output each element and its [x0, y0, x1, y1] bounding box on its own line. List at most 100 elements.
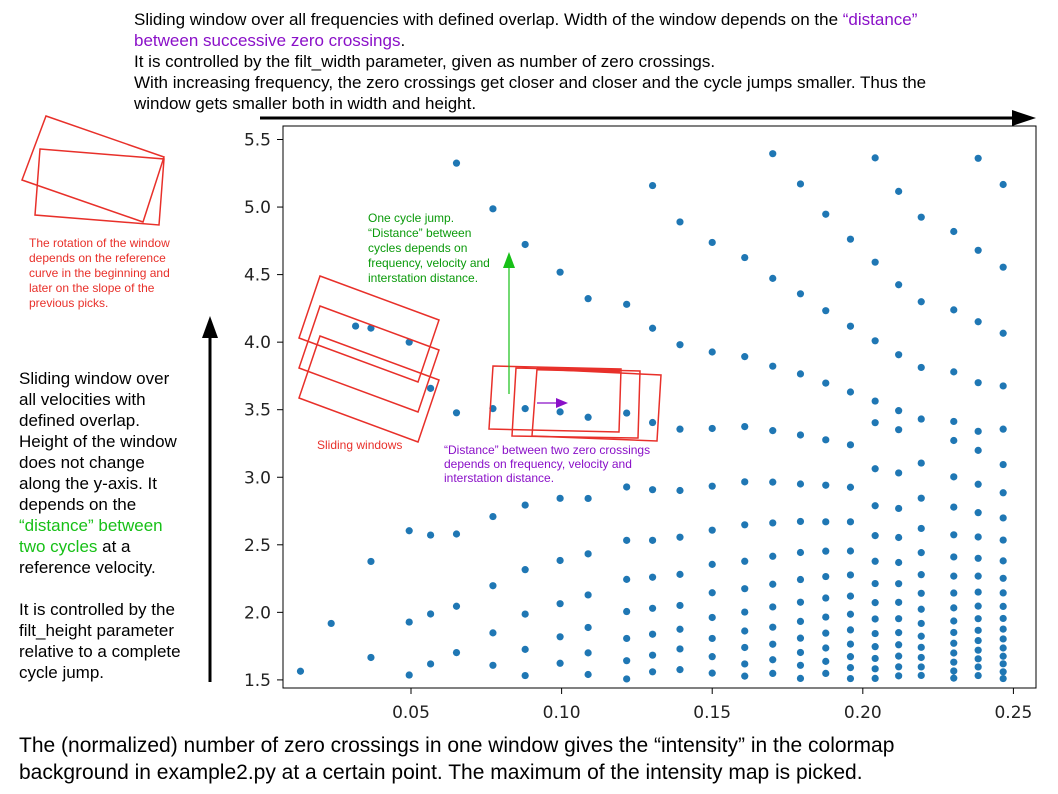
- data-point: [796, 431, 805, 439]
- data-point: [974, 602, 982, 610]
- data-point: [676, 218, 684, 226]
- left-text-line: at a: [97, 537, 131, 556]
- data-point: [871, 665, 879, 673]
- data-point: [917, 571, 925, 579]
- data-point: [796, 180, 805, 188]
- data-point: [708, 653, 716, 661]
- data-point: [741, 253, 749, 262]
- data-point: [327, 619, 335, 628]
- data-point: [846, 441, 855, 449]
- data-point: [623, 607, 631, 616]
- data-point: [822, 307, 830, 315]
- data-point: [871, 654, 879, 663]
- left-text-two-cycles-highlight: two cycles: [19, 537, 98, 556]
- sliding-windows-label: Sliding windows: [317, 438, 403, 452]
- left-text-distance-highlight: “distance” between: [19, 516, 163, 535]
- data-point: [895, 187, 903, 195]
- data-point: [648, 181, 657, 190]
- data-point: [452, 602, 461, 610]
- top-text-line4: With increasing frequency, the zero cros…: [134, 73, 927, 92]
- data-point: [556, 268, 564, 276]
- data-point: [676, 666, 684, 674]
- data-point: [367, 557, 375, 566]
- cycle-jump-note-line: “Distance” between: [368, 226, 472, 240]
- data-point: [648, 604, 657, 612]
- frequency-arrowhead-icon: [1012, 110, 1036, 126]
- data-point: [871, 258, 879, 266]
- data-point: [822, 481, 830, 489]
- data-point: [999, 625, 1007, 633]
- data-point: [822, 547, 830, 555]
- data-point: [950, 417, 958, 426]
- data-point: [648, 324, 657, 332]
- data-point: [917, 632, 925, 640]
- data-point: [871, 465, 879, 473]
- data-point: [708, 613, 716, 622]
- data-point: [917, 524, 925, 533]
- data-point: [452, 409, 461, 417]
- data-point: [999, 425, 1007, 433]
- data-point: [917, 363, 925, 372]
- rotated-window: [21, 115, 165, 223]
- data-point: [846, 664, 855, 672]
- data-point: [796, 290, 805, 298]
- top-text-zero-crossings-highlight: between successive zero crossings: [134, 31, 401, 50]
- data-point: [895, 580, 903, 588]
- data-point: [846, 610, 855, 618]
- data-point: [405, 527, 413, 535]
- data-point: [741, 422, 749, 431]
- data-point: [999, 574, 1007, 582]
- data-point: [974, 588, 982, 596]
- data-point: [623, 575, 631, 583]
- data-point: [796, 517, 805, 526]
- data-point: [950, 473, 958, 481]
- data-point: [974, 318, 982, 326]
- data-point: [871, 579, 879, 588]
- data-point: [556, 556, 564, 565]
- data-point: [489, 205, 497, 213]
- data-point: [741, 521, 749, 529]
- rotation-note-line: The rotation of the window: [29, 236, 170, 250]
- data-point: [974, 626, 982, 634]
- data-point: [822, 657, 830, 665]
- data-point: [999, 644, 1007, 652]
- data-point: [769, 580, 777, 588]
- data-point: [556, 659, 564, 667]
- cycle-jump-note-line: interstation distance.: [368, 271, 479, 285]
- data-point: [917, 213, 925, 221]
- data-point: [708, 589, 716, 597]
- rotation-note-line: previous picks.: [29, 296, 109, 310]
- data-point: [489, 582, 497, 590]
- data-point: [648, 573, 657, 581]
- data-point: [871, 599, 879, 607]
- data-point: [895, 407, 903, 415]
- data-point: [623, 409, 631, 417]
- bottom-text-line1: The (normalized) number of zero crossing…: [19, 734, 895, 757]
- data-point: [676, 645, 684, 653]
- data-point: [521, 645, 529, 653]
- y-tick-label: 3.0: [244, 468, 271, 488]
- data-point: [796, 575, 805, 584]
- data-point: [623, 300, 631, 308]
- data-point: [895, 351, 903, 359]
- rotation-note-line: curve in the beginning and: [29, 266, 170, 280]
- data-point: [769, 362, 777, 370]
- y-tick-label: 2.5: [244, 536, 271, 556]
- data-point: [708, 482, 716, 490]
- bottom-text-line2: background in example2.py at a certain p…: [19, 761, 863, 784]
- data-point: [895, 558, 903, 567]
- zero-crossing-note-line: depends on frequency, velocity and: [444, 457, 632, 471]
- data-point: [708, 526, 716, 534]
- data-point: [796, 674, 805, 683]
- left-text-line: Height of the window: [19, 432, 177, 451]
- data-point: [822, 572, 830, 581]
- data-point: [871, 502, 879, 510]
- data-point: [999, 614, 1007, 623]
- data-point: [895, 598, 903, 606]
- cycle-jump-arrowhead-icon: [503, 252, 515, 268]
- data-point: [769, 603, 777, 611]
- data-point: [974, 427, 982, 435]
- top-description: Sliding window over all frequencies with…: [134, 9, 926, 114]
- data-point: [950, 674, 958, 682]
- data-point: [769, 669, 777, 678]
